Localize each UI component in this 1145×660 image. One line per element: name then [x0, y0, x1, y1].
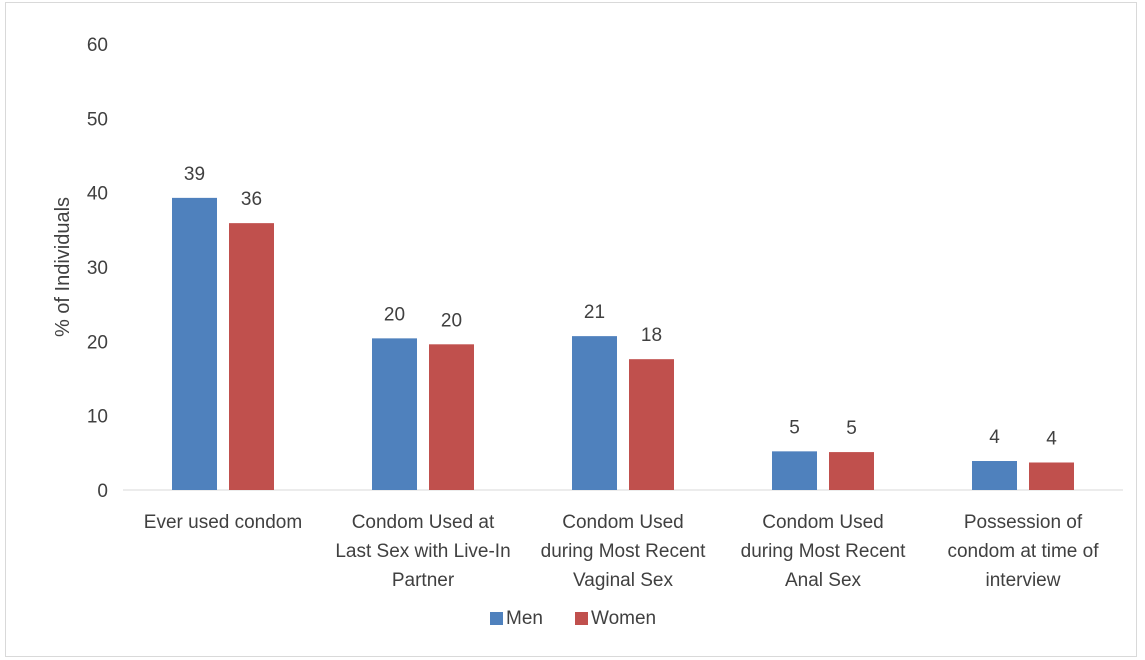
bar-women	[229, 223, 274, 491]
category-label: Vaginal Sex	[573, 570, 673, 591]
y-tick-label: 60	[87, 35, 108, 56]
category-label: Ever used condom	[144, 512, 302, 533]
data-label: 36	[241, 189, 262, 210]
bar-men	[372, 338, 417, 490]
legend-label-men: Men	[506, 608, 543, 629]
data-label: 39	[184, 164, 205, 185]
data-label: 4	[1046, 428, 1057, 449]
category-label: during Most Recent	[741, 541, 906, 562]
category-label: Condom Used at	[352, 512, 495, 533]
bar-men	[172, 197, 217, 490]
y-tick-label: 10	[87, 407, 108, 428]
bar-women	[629, 359, 674, 490]
category-label: Last Sex with Live-In	[335, 541, 510, 562]
legend-label-women: Women	[591, 608, 656, 629]
category-label: Condom Used	[762, 512, 883, 533]
category-label: Condom Used	[562, 512, 683, 533]
data-labels: 39 36 20 20 21 18 5 5 4 4	[184, 164, 1057, 450]
category-label: Anal Sex	[785, 570, 862, 591]
y-tick-label: 30	[87, 258, 108, 279]
bar-men	[972, 461, 1017, 490]
y-axis-ticks: 0 10 20 30 40 50 60	[87, 35, 108, 502]
data-label: 21	[584, 302, 605, 323]
bar-women	[429, 344, 474, 490]
data-label: 20	[441, 310, 462, 331]
data-label: 4	[989, 427, 1000, 448]
category-label: Possession of	[964, 512, 1083, 533]
bar-women	[1029, 462, 1074, 490]
data-label: 18	[641, 325, 662, 346]
legend-swatch-men	[490, 612, 503, 625]
category-label: Partner	[392, 570, 455, 591]
y-tick-label: 40	[87, 184, 108, 205]
legend: Men Women	[490, 608, 656, 629]
y-tick-label: 20	[87, 332, 108, 353]
category-label: during Most Recent	[541, 541, 706, 562]
y-tick-label: 0	[97, 481, 108, 502]
category-label: interview	[986, 570, 1061, 591]
y-axis-label: % of Individuals	[52, 197, 74, 337]
legend-swatch-women	[575, 612, 588, 625]
bar-women	[829, 452, 874, 490]
category-label: condom at time of	[947, 541, 1099, 562]
data-label: 5	[789, 417, 800, 438]
data-label: 5	[846, 418, 857, 439]
data-label: 20	[384, 304, 405, 325]
bar-men	[572, 336, 617, 490]
bars	[172, 197, 1074, 491]
category-labels: Ever used condom Condom Used at Last Sex w…	[144, 512, 1099, 591]
bar-men	[772, 451, 817, 490]
y-tick-label: 50	[87, 109, 108, 130]
